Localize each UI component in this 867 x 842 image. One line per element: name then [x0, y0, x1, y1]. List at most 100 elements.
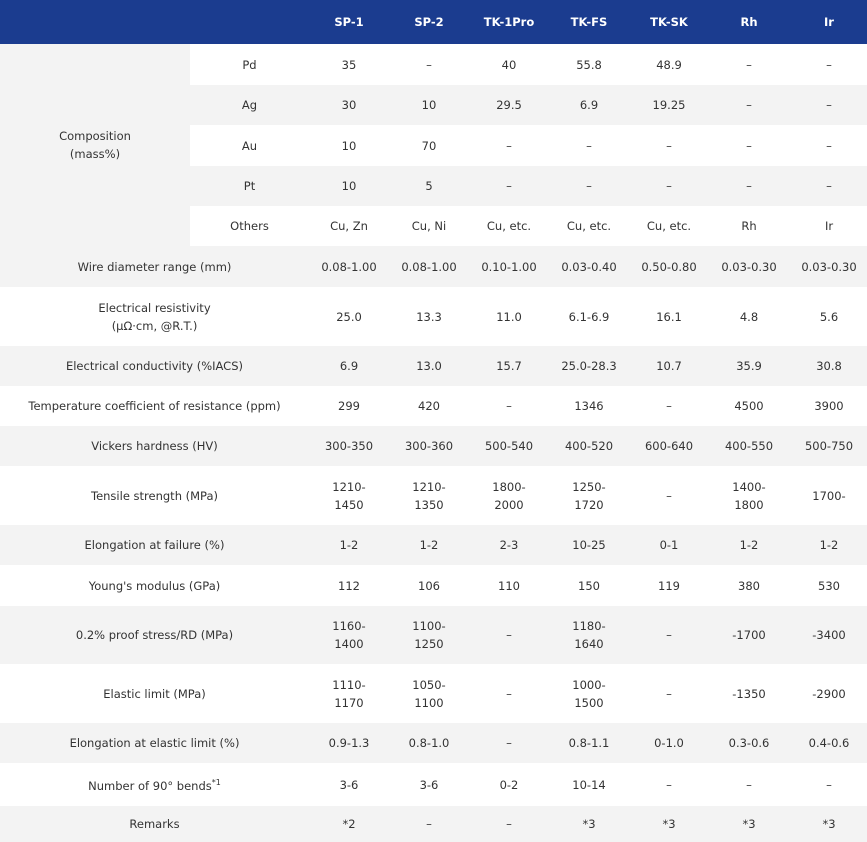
row-label: Number of 90° bends*1 — [0, 763, 309, 806]
value-cell: 1100- 1250 — [389, 606, 469, 664]
text: Pt — [243, 179, 256, 193]
text: – — [666, 686, 672, 701]
text: 13.3 — [416, 309, 442, 324]
value-cell: – — [789, 85, 867, 125]
value-cell: 30 — [309, 85, 389, 125]
value-cell: 1180- 1640 — [549, 606, 629, 664]
value-cell: 25.0 — [309, 287, 389, 346]
text: 19.25 — [652, 98, 686, 112]
text: Electrical conductivity (%IACS) — [65, 359, 244, 373]
text: SP-2 — [414, 15, 444, 29]
text: 112 — [338, 578, 360, 593]
value-cell: 110 — [469, 565, 549, 606]
text: – — [826, 777, 832, 792]
value-cell: 1-2 — [389, 525, 469, 565]
text-line: 1210- — [412, 479, 446, 494]
value-cell: 0.50-0.80 — [629, 246, 709, 287]
text: 1-2 — [819, 538, 839, 552]
text: – — [826, 98, 832, 112]
value-cell: 400-550 — [709, 426, 789, 466]
text: 0.9-1.3 — [328, 736, 370, 750]
text: 25.0 — [336, 309, 362, 324]
value-cell: 1700- — [789, 466, 867, 525]
text: Temperature coefficient of resistance (p… — [28, 399, 281, 413]
text: Au — [241, 138, 258, 153]
value-cell: 10.7 — [629, 346, 709, 386]
text: 0.03-0.30 — [721, 259, 777, 274]
value-cell: – — [469, 125, 549, 166]
value-cell: – — [629, 166, 709, 206]
text: 70 — [421, 138, 437, 153]
value-cell: – — [709, 44, 789, 85]
value-cell: – — [789, 166, 867, 206]
value-cell: 420 — [389, 386, 469, 426]
text: 1-2 — [339, 538, 359, 552]
value-cell: 29.5 — [469, 85, 549, 125]
value-cell: 25.0-28.3 — [549, 346, 629, 386]
text: 40 — [501, 57, 517, 72]
value-cell: 500-540 — [469, 426, 549, 466]
value-cell: 106 — [389, 565, 469, 606]
text: – — [746, 179, 752, 193]
value-cell: 16.1 — [629, 287, 709, 346]
text: – — [506, 138, 512, 153]
value-cell: 119 — [629, 565, 709, 606]
value-cell: 300-350 — [309, 426, 389, 466]
column-header: SP-2 — [389, 0, 469, 44]
value-cell: – — [469, 723, 549, 763]
text: *3 — [662, 817, 676, 831]
row-label: Remarks — [0, 806, 309, 842]
text: – — [506, 736, 512, 750]
text: – — [506, 399, 512, 413]
text: 10 — [421, 98, 437, 112]
column-header: SP-1 — [309, 0, 389, 44]
text: Elastic limit (MPa) — [103, 686, 206, 701]
text: 13.0 — [416, 359, 442, 373]
row-label: Wire diameter range (mm) — [0, 246, 309, 287]
text: – — [826, 57, 832, 72]
value-cell: 10-14 — [549, 763, 629, 806]
value-cell: – — [469, 606, 549, 664]
column-header: TK-SK — [629, 0, 709, 44]
text: TK-FS — [570, 15, 608, 29]
row-label: Others — [190, 206, 309, 246]
value-cell: 0.10-1.00 — [469, 246, 549, 287]
value-cell: 2-3 — [469, 525, 549, 565]
text: 0.03-0.30 — [801, 259, 857, 274]
column-header: Ir — [789, 0, 867, 44]
value-cell: – — [469, 386, 549, 426]
text: Remarks — [129, 817, 180, 831]
text-line: 1400 — [334, 637, 364, 651]
text: 0.08-1.00 — [401, 259, 457, 274]
value-cell: 1-2 — [709, 525, 789, 565]
text: – — [506, 179, 512, 193]
text: Ag — [241, 98, 258, 112]
value-cell: 1400- 1800 — [709, 466, 789, 525]
text: 0.2% proof stress/RD (MPa) — [75, 628, 234, 642]
text: 0.03-0.40 — [561, 259, 617, 274]
text: 0.3-0.6 — [728, 736, 770, 750]
value-cell: *2 — [309, 806, 389, 842]
text: – — [586, 179, 592, 193]
text: 0-1.0 — [654, 736, 684, 750]
text-line: 1720 — [574, 497, 604, 512]
value-cell: 1050- 1100 — [389, 664, 469, 723]
text: – — [826, 138, 832, 153]
value-cell: – — [549, 125, 629, 166]
text: -2900 — [812, 686, 846, 701]
value-cell: 0.03-0.30 — [789, 246, 867, 287]
text: 3-6 — [419, 777, 439, 792]
text: 500-750 — [804, 439, 854, 453]
value-cell: – — [789, 44, 867, 85]
text: – — [666, 399, 672, 413]
value-cell: 0.9-1.3 — [309, 723, 389, 763]
value-cell: -3400 — [789, 606, 867, 664]
value-cell: 299 — [309, 386, 389, 426]
text-line: 1210- — [332, 479, 366, 494]
value-cell: 0.8-1.1 — [549, 723, 629, 763]
value-cell: 40 — [469, 44, 549, 85]
value-cell: 5 — [389, 166, 469, 206]
text: 4500 — [734, 399, 764, 413]
value-cell: – — [709, 166, 789, 206]
text-line: Electrical resistivity — [98, 300, 211, 315]
